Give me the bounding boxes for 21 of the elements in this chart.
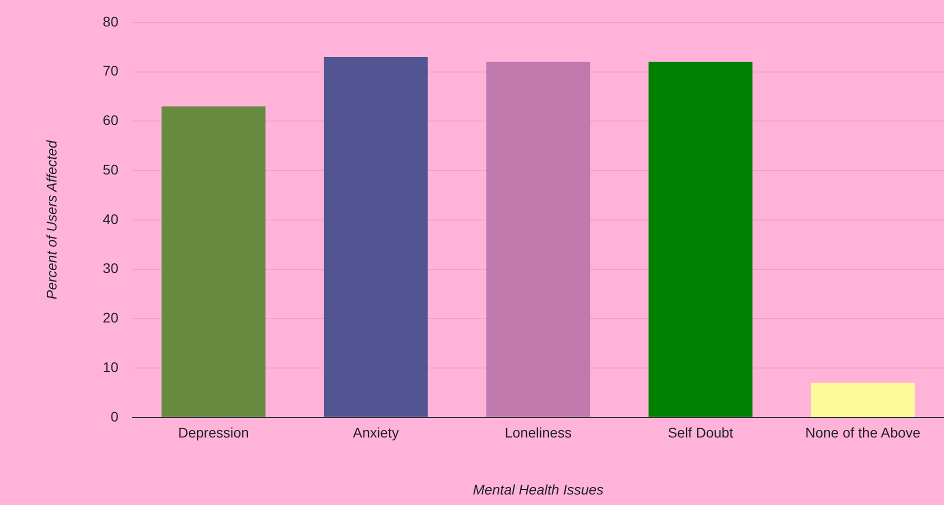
x-tick-label: None of the Above <box>805 424 921 441</box>
y-tick-label: 60 <box>102 112 119 128</box>
y-axis-title: Percent of Users Affected <box>43 139 60 300</box>
y-tick-label: 0 <box>110 408 119 424</box>
y-tick-label: 20 <box>102 310 119 326</box>
x-tick-label: Anxiety <box>352 424 399 441</box>
y-tick-label: 70 <box>102 62 119 79</box>
x-tick-label: Self Doubt <box>668 424 734 441</box>
x-tick-label: Depression <box>178 424 249 441</box>
x-axis-title: Mental Health Issues <box>472 481 604 498</box>
y-tick-label: 80 <box>102 13 119 30</box>
bar <box>324 56 428 417</box>
bar <box>810 382 915 417</box>
bar <box>162 106 266 417</box>
bar <box>648 62 752 417</box>
y-tick-label: 30 <box>102 260 119 276</box>
y-tick-label: 10 <box>102 358 119 375</box>
x-tick-label: Loneliness <box>504 424 572 441</box>
y-tick-label: 50 <box>102 161 119 178</box>
bar <box>486 62 590 417</box>
y-tick-label: 40 <box>102 210 119 227</box>
